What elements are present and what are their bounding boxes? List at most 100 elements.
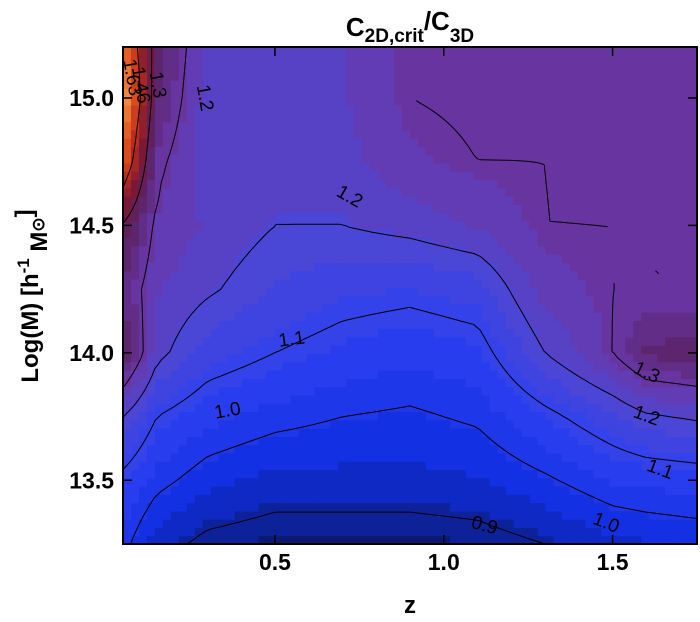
heatmap-cell — [641, 312, 650, 321]
heatmap-cell — [266, 510, 276, 520]
heatmap-cell — [194, 71, 204, 81]
heatmap-cell — [553, 345, 563, 355]
heatmap-cell — [258, 237, 268, 247]
heatmap-cell — [226, 436, 236, 446]
heatmap-cell — [689, 63, 697, 73]
heatmap-cell — [234, 47, 244, 56]
heatmap-cell — [202, 378, 212, 388]
heatmap-cell — [649, 527, 658, 537]
heatmap-cell — [529, 452, 539, 462]
heatmap-cell — [290, 278, 299, 288]
heatmap-cell — [561, 370, 571, 379]
heatmap-cell — [138, 303, 148, 313]
heatmap-cell — [402, 486, 411, 495]
heatmap-cell — [641, 63, 650, 73]
heatmap-cell — [545, 328, 555, 338]
heatmap-cell — [689, 104, 697, 114]
heatmap-cell — [601, 411, 610, 421]
heatmap-cell — [290, 378, 299, 388]
heatmap-cell — [194, 469, 204, 479]
heatmap-cell — [386, 96, 395, 106]
heatmap-cell — [370, 353, 379, 363]
heatmap-cell — [226, 113, 236, 123]
heatmap-cell — [218, 278, 228, 288]
heatmap-cell — [170, 510, 180, 520]
heatmap-cell — [338, 336, 347, 346]
heatmap-cell — [242, 220, 252, 230]
heatmap-cell — [178, 436, 188, 446]
heatmap-cell — [609, 229, 618, 239]
heatmap-cell — [449, 510, 459, 520]
heatmap-cell — [481, 121, 491, 131]
heatmap-cell — [402, 55, 411, 65]
heatmap-cell — [665, 212, 674, 222]
heatmap-cell — [641, 262, 650, 272]
heatmap-cell — [162, 179, 172, 189]
heatmap-cell — [601, 394, 610, 404]
heatmap-cell — [593, 320, 602, 330]
heatmap-cell — [577, 419, 586, 429]
heatmap-cell — [378, 262, 387, 272]
heatmap-cell — [186, 80, 196, 90]
heatmap-cell — [505, 370, 515, 379]
heatmap-cell — [537, 419, 547, 429]
heatmap-cell — [569, 345, 579, 355]
heatmap-cell — [242, 187, 252, 197]
heatmap-cell — [234, 88, 244, 98]
heatmap-cell — [210, 212, 220, 222]
heatmap-cell — [162, 113, 172, 123]
heatmap-cell — [561, 345, 571, 355]
heatmap-cell — [370, 452, 379, 462]
heatmap-cell — [170, 452, 180, 462]
heatmap-cell — [633, 229, 642, 239]
heatmap-cell — [425, 328, 435, 338]
heatmap-cell — [218, 403, 228, 413]
heatmap-cell — [330, 494, 339, 504]
heatmap-cell — [338, 187, 347, 197]
heatmap-cell — [665, 63, 674, 73]
heatmap-cell — [242, 345, 252, 355]
heatmap-cell — [577, 229, 586, 239]
heatmap-cell — [170, 229, 180, 239]
heatmap-cell — [513, 303, 523, 313]
heatmap-cell — [178, 146, 188, 156]
heatmap-cell — [633, 187, 642, 197]
heatmap-cell — [354, 510, 363, 520]
heatmap-cell — [362, 336, 371, 346]
heatmap-cell — [154, 403, 164, 413]
heatmap-cell — [218, 262, 228, 272]
heatmap-cell — [306, 519, 315, 529]
heatmap-cell — [162, 519, 172, 529]
heatmap-cell — [569, 104, 579, 114]
heatmap-cell — [473, 295, 483, 305]
heatmap-cell — [386, 328, 395, 338]
heatmap-cell — [481, 113, 491, 123]
heatmap-cell — [577, 179, 586, 189]
heatmap-cell — [194, 146, 204, 156]
heatmap-cell — [497, 237, 507, 247]
heatmap-cell — [465, 403, 475, 413]
heatmap-cell — [641, 361, 650, 371]
heatmap-cell — [242, 353, 252, 363]
heatmap-cell — [282, 71, 292, 81]
heatmap-cell — [274, 187, 284, 197]
heatmap-cell — [489, 204, 499, 214]
heatmap-cell — [545, 295, 555, 305]
heatmap-cell — [178, 361, 188, 371]
heatmap-cell — [633, 121, 642, 131]
heatmap-cell — [282, 411, 292, 421]
heatmap-cell — [178, 55, 188, 65]
heatmap-cell — [186, 187, 196, 197]
heatmap-cell — [194, 220, 204, 230]
heatmap-cell — [481, 63, 491, 73]
heatmap-cell — [681, 494, 690, 504]
heatmap-cell — [242, 104, 252, 114]
heatmap-cell — [322, 80, 331, 90]
heatmap-cell — [402, 104, 411, 114]
heatmap-cell — [123, 477, 132, 487]
heatmap-cell — [681, 394, 690, 404]
heatmap-cell — [497, 270, 507, 280]
heatmap-cell — [346, 88, 355, 98]
heatmap-cell — [553, 71, 563, 81]
heatmap-cell — [481, 295, 491, 305]
